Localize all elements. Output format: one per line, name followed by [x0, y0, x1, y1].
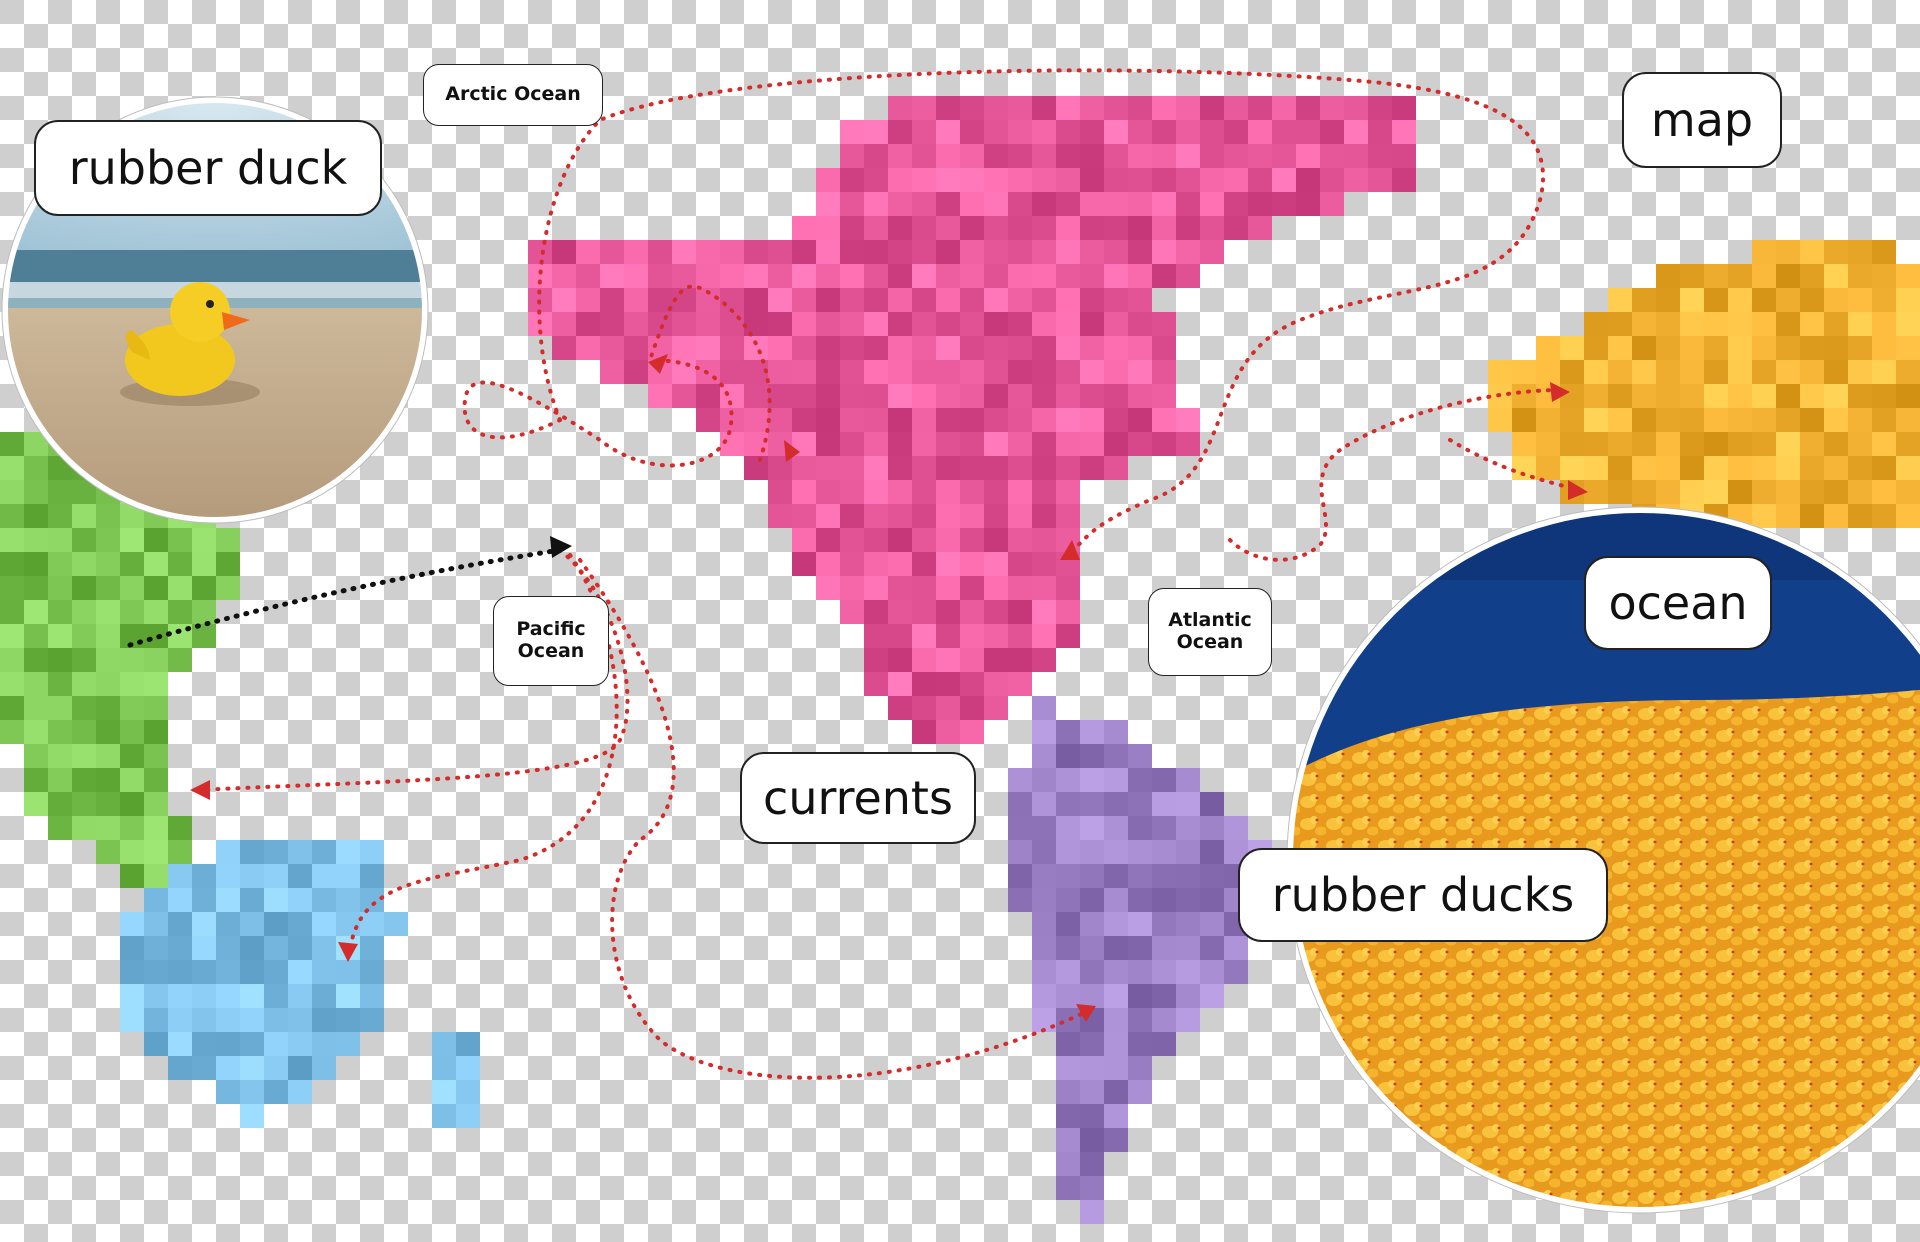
continent-asia — [0, 432, 240, 888]
current-north-loop — [537, 68, 1546, 562]
continents-layer — [0, 96, 1920, 1224]
arrowhead-na-north — [784, 440, 800, 462]
current-to-na-arrow — [648, 284, 772, 462]
current-europe-to-europe — [1448, 438, 1582, 492]
continent-south-america — [1008, 696, 1272, 1224]
current-to-asia — [198, 548, 630, 792]
current-to-south-america — [578, 558, 1092, 1080]
label-rubber-ducks: rubber ducks — [1238, 848, 1608, 942]
continent-europe — [1488, 240, 1920, 528]
continent-australia — [120, 840, 408, 1128]
arrowhead-australia — [338, 942, 358, 962]
label-currents: currents — [740, 752, 976, 844]
duck-drop-path — [127, 547, 563, 648]
arrowhead-na-east — [1060, 540, 1080, 560]
label-rubber-duck: rubber duck — [34, 120, 382, 216]
ocean-currents — [198, 68, 1582, 1080]
label-arctic-ocean: Arctic Ocean — [423, 64, 603, 126]
label-map: map — [1622, 72, 1782, 168]
label-pacific-ocean: Pacific Ocean — [493, 596, 609, 686]
arrowhead-na-west — [648, 354, 668, 374]
arrowhead-asia — [190, 780, 210, 800]
continent-north-america — [528, 96, 1416, 744]
label-ocean: ocean — [1584, 556, 1772, 650]
current-small-loop — [462, 358, 734, 468]
current-to-australia — [348, 553, 619, 952]
drop-arrowhead — [550, 536, 572, 558]
arrowhead-south-america — [1076, 1004, 1096, 1022]
continent-nz — [432, 1032, 480, 1128]
arrowhead-europe-top — [1550, 382, 1570, 402]
current-arrowheads — [190, 354, 1588, 1022]
label-atlantic-ocean: Atlantic Ocean — [1148, 588, 1272, 676]
arrowhead-europe-bottom — [1568, 480, 1588, 500]
